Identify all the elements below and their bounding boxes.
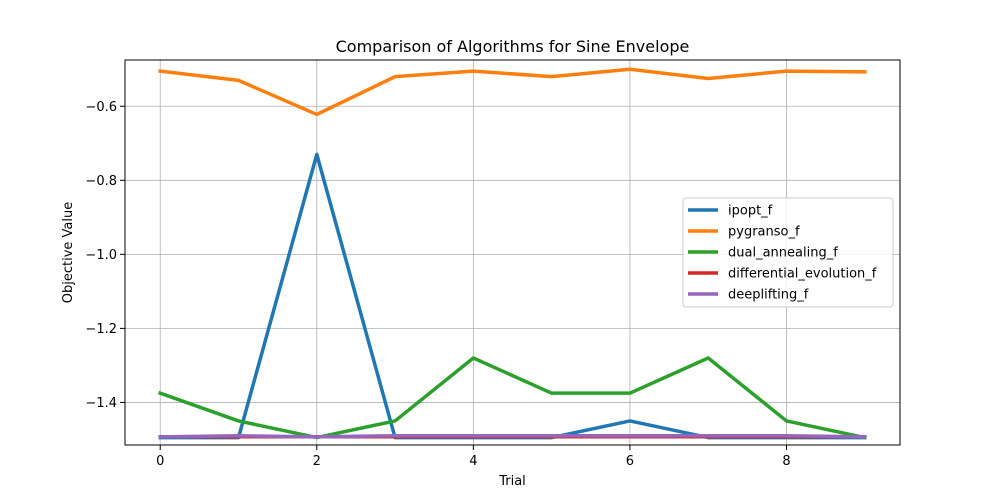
x-tick-label: 4 [469,454,477,469]
y-tick-label: −1.0 [85,248,117,263]
x-tick-label: 6 [626,454,634,469]
axis-ticks: 0 2 4 6 8 −1.4 −1.2 −1.0 −0.8 −0.6 [85,100,790,469]
y-tick-label: −1.4 [85,396,117,411]
y-tick-label: −0.6 [85,100,117,115]
y-tick-label: −1.2 [85,322,117,337]
legend-label: pygranso_f [728,225,800,240]
y-tick-label: −0.8 [85,174,117,189]
series-line-dual-annealing-f [157,356,867,440]
legend: ipopt_f pygranso_f dual_annealing_fdiffere… [682,197,894,308]
legend-label: deeplifting_f [728,288,809,303]
legend-label: ipopt_f [728,204,773,219]
x-tick-label: 0 [156,454,164,469]
series-line-deeplifting-f [158,434,867,439]
x-tick-label: 2 [313,454,321,469]
legend-box [682,197,894,308]
y-axis-label: Objective Value [61,202,76,303]
x-tick-label: 8 [782,454,790,469]
series-line-pygranso-f [158,67,867,117]
legend-label: dual_annealing_f [728,246,838,261]
grid-lines [125,60,900,445]
legend-label: differential_evolution_f [728,267,877,282]
chart-title: Comparison of Algorithms for Sine Envelo… [336,37,690,56]
series-lines [157,67,867,440]
x-axis-label: Trial [498,474,526,489]
plot-frame [124,59,901,446]
